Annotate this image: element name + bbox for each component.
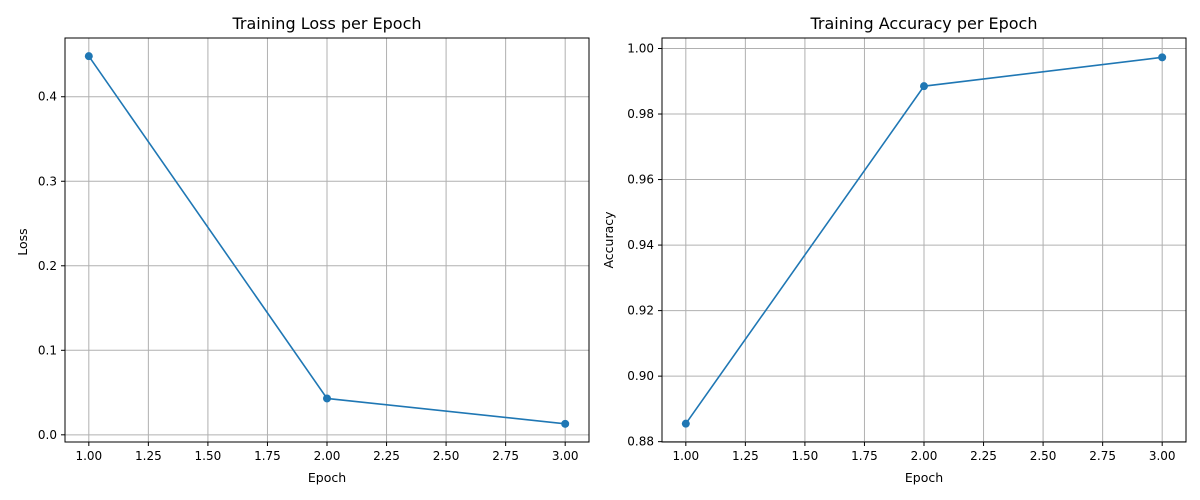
loss-grid: [65, 38, 589, 442]
loss-x-tick-label: 1.50: [195, 449, 222, 463]
loss-y-tick-label: 0.2: [38, 259, 57, 273]
accuracy-x-tick-label: 2.50: [1030, 449, 1057, 463]
loss-x-tick-label: 2.50: [433, 449, 460, 463]
loss-data-point: [561, 419, 570, 428]
accuracy-grid: [662, 38, 1186, 443]
accuracy-y-tick-label: 0.94: [627, 238, 654, 252]
accuracy-y-tick-label: 0.92: [627, 304, 654, 318]
accuracy-y-tick-label: 0.88: [627, 435, 654, 449]
loss-y-tick-label: 0.4: [38, 90, 57, 104]
loss-data-point: [323, 394, 331, 403]
accuracy-ticks: 1.00 1.25 1.50 1.75 2.00 2.25 2.50 2.75 3.00 0.88…: [627, 41, 1175, 463]
loss-x-tick-label: 2.75: [492, 449, 519, 463]
accuracy-data-point: [681, 419, 690, 428]
loss-y-tick-label: 0.0: [38, 428, 57, 442]
accuracy-y-tick-label: 0.90: [627, 369, 654, 383]
accuracy-plot-frame: [661, 37, 1187, 443]
loss-x-tick-label: 1.00: [75, 449, 102, 463]
loss-chart-title: Training Loss per Epoch: [231, 14, 421, 33]
loss-y-axis-label: Loss: [15, 228, 30, 255]
loss-x-tick-label: 1.75: [254, 449, 281, 463]
loss-ticks: 1.00 1.25 1.50 1.75 2.00 2.25 2.50 2.75 3.00 0.0 0…: [38, 90, 579, 463]
accuracy-y-tick-label: 1.00: [627, 41, 654, 55]
accuracy-x-tick-label: 2.75: [1089, 449, 1116, 463]
loss-data-point: [84, 52, 93, 61]
accuracy-x-tick-label: 1.50: [792, 449, 819, 463]
loss-y-tick-label: 0.1: [38, 343, 57, 357]
accuracy-data-point: [1158, 53, 1167, 62]
loss-plot-frame: [64, 37, 590, 443]
accuracy-chart-title: Training Accuracy per Epoch: [809, 14, 1037, 33]
accuracy-x-axis-label: Epoch: [905, 470, 943, 485]
accuracy-x-tick-label: 2.00: [911, 449, 938, 463]
accuracy-x-tick-label: 2.25: [970, 449, 997, 463]
accuracy-x-tick-label: 3.00: [1149, 449, 1176, 463]
loss-x-tick-label: 2.25: [373, 449, 400, 463]
accuracy-data-point: [920, 82, 928, 91]
accuracy-y-axis-label: Accuracy: [601, 211, 616, 269]
accuracy-x-tick-label: 1.00: [672, 449, 699, 463]
loss-x-tick-label: 3.00: [552, 449, 579, 463]
accuracy-x-tick-label: 1.75: [851, 449, 878, 463]
loss-x-tick-label: 1.25: [135, 449, 162, 463]
loss-chart: Training Loss per Epoch Epoch Loss 1.00 1…: [15, 14, 590, 485]
accuracy-y-tick-label: 0.98: [627, 107, 654, 121]
loss-x-axis-label: Epoch: [308, 470, 346, 485]
loss-y-tick-label: 0.3: [38, 174, 57, 188]
accuracy-chart: Training Accuracy per Epoch Epoch Accura…: [601, 14, 1187, 485]
accuracy-y-tick-label: 0.96: [627, 173, 654, 187]
accuracy-x-tick-label: 1.25: [732, 449, 759, 463]
loss-x-tick-label: 2.00: [314, 449, 341, 463]
